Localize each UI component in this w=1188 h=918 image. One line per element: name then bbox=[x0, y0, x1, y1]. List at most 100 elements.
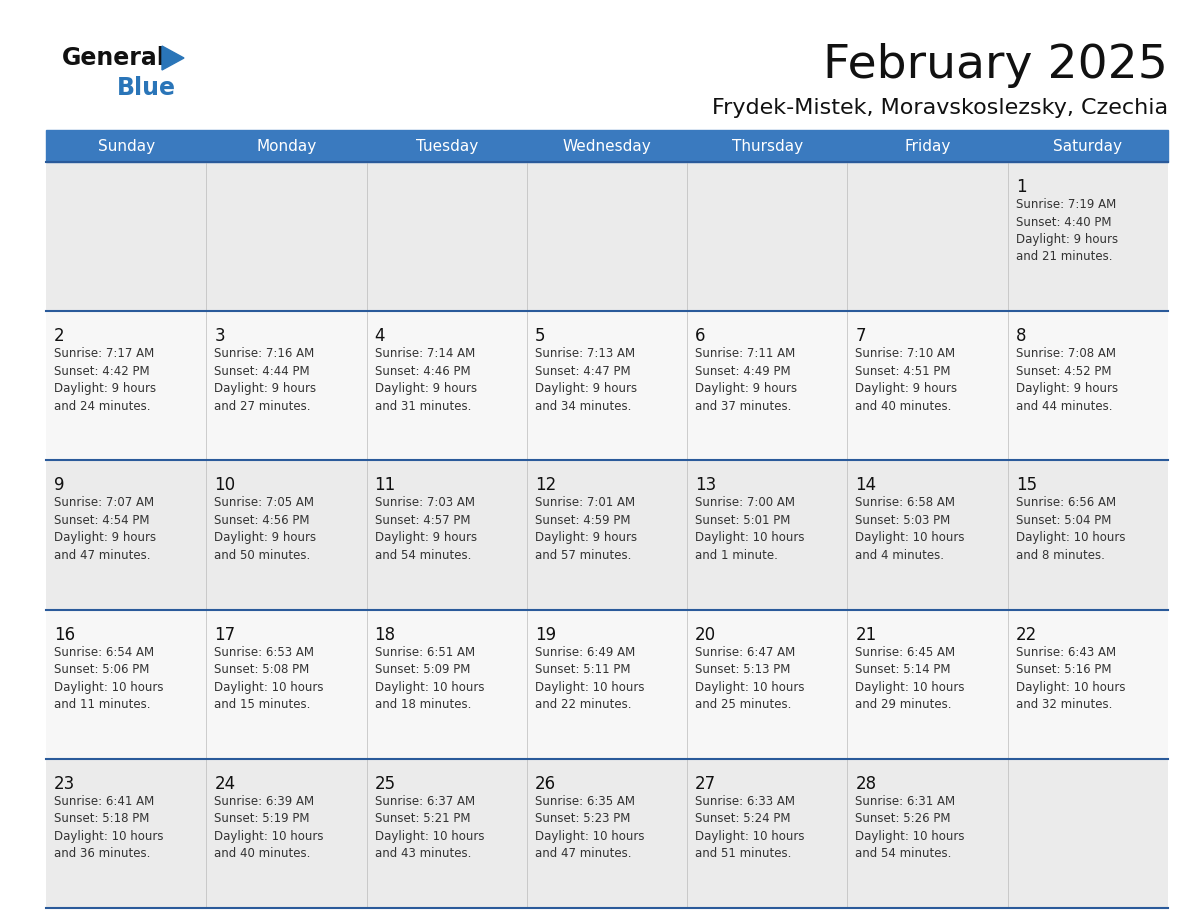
Text: Sunrise: 7:16 AM: Sunrise: 7:16 AM bbox=[214, 347, 315, 360]
Text: Daylight: 10 hours: Daylight: 10 hours bbox=[855, 532, 965, 544]
Text: Sunrise: 7:08 AM: Sunrise: 7:08 AM bbox=[1016, 347, 1116, 360]
Text: Daylight: 9 hours: Daylight: 9 hours bbox=[214, 382, 316, 396]
Text: Wednesday: Wednesday bbox=[563, 139, 651, 153]
Polygon shape bbox=[162, 46, 184, 70]
Text: Sunrise: 7:19 AM: Sunrise: 7:19 AM bbox=[1016, 198, 1116, 211]
Bar bbox=[847, 311, 1007, 461]
Text: 18: 18 bbox=[374, 625, 396, 644]
Bar bbox=[367, 461, 526, 610]
Text: 27: 27 bbox=[695, 775, 716, 793]
Text: Sunset: 5:13 PM: Sunset: 5:13 PM bbox=[695, 663, 790, 676]
Text: Sunset: 4:52 PM: Sunset: 4:52 PM bbox=[1016, 364, 1111, 377]
Text: Sunset: 4:54 PM: Sunset: 4:54 PM bbox=[53, 514, 150, 527]
Bar bbox=[46, 162, 207, 311]
Text: Daylight: 10 hours: Daylight: 10 hours bbox=[374, 680, 484, 694]
Text: Sunrise: 6:47 AM: Sunrise: 6:47 AM bbox=[695, 645, 796, 658]
Bar bbox=[207, 311, 367, 461]
Text: and 31 minutes.: and 31 minutes. bbox=[374, 399, 470, 413]
Text: Sunset: 4:56 PM: Sunset: 4:56 PM bbox=[214, 514, 310, 527]
Text: Sunrise: 7:13 AM: Sunrise: 7:13 AM bbox=[535, 347, 634, 360]
Text: 22: 22 bbox=[1016, 625, 1037, 644]
Text: and 50 minutes.: and 50 minutes. bbox=[214, 549, 310, 562]
Bar bbox=[687, 461, 847, 610]
Text: and 40 minutes.: and 40 minutes. bbox=[214, 847, 310, 860]
Text: and 47 minutes.: and 47 minutes. bbox=[535, 847, 631, 860]
Text: Sunset: 4:57 PM: Sunset: 4:57 PM bbox=[374, 514, 470, 527]
Text: and 15 minutes.: and 15 minutes. bbox=[214, 698, 310, 711]
Text: Sunrise: 7:07 AM: Sunrise: 7:07 AM bbox=[53, 497, 154, 509]
Bar bbox=[367, 610, 526, 759]
Text: 15: 15 bbox=[1016, 476, 1037, 495]
Text: Daylight: 10 hours: Daylight: 10 hours bbox=[695, 830, 804, 843]
Bar bbox=[687, 610, 847, 759]
Text: Sunrise: 6:58 AM: Sunrise: 6:58 AM bbox=[855, 497, 955, 509]
Bar bbox=[1007, 759, 1168, 908]
Text: and 22 minutes.: and 22 minutes. bbox=[535, 698, 631, 711]
Text: Sunrise: 6:45 AM: Sunrise: 6:45 AM bbox=[855, 645, 955, 658]
Text: Daylight: 10 hours: Daylight: 10 hours bbox=[535, 830, 644, 843]
Text: Daylight: 10 hours: Daylight: 10 hours bbox=[53, 830, 164, 843]
Text: Daylight: 9 hours: Daylight: 9 hours bbox=[535, 382, 637, 396]
Text: 19: 19 bbox=[535, 625, 556, 644]
Text: Sunset: 4:47 PM: Sunset: 4:47 PM bbox=[535, 364, 631, 377]
Text: 7: 7 bbox=[855, 327, 866, 345]
Text: and 4 minutes.: and 4 minutes. bbox=[855, 549, 944, 562]
Bar bbox=[526, 759, 687, 908]
Bar bbox=[687, 759, 847, 908]
Bar bbox=[207, 759, 367, 908]
Text: 11: 11 bbox=[374, 476, 396, 495]
Text: Sunset: 4:49 PM: Sunset: 4:49 PM bbox=[695, 364, 791, 377]
Text: Sunset: 4:51 PM: Sunset: 4:51 PM bbox=[855, 364, 950, 377]
Text: Sunrise: 7:01 AM: Sunrise: 7:01 AM bbox=[535, 497, 634, 509]
Text: Sunrise: 6:37 AM: Sunrise: 6:37 AM bbox=[374, 795, 475, 808]
Text: and 54 minutes.: and 54 minutes. bbox=[855, 847, 952, 860]
Bar bbox=[847, 461, 1007, 610]
Text: Sunrise: 6:49 AM: Sunrise: 6:49 AM bbox=[535, 645, 636, 658]
Text: Daylight: 9 hours: Daylight: 9 hours bbox=[214, 532, 316, 544]
Text: 4: 4 bbox=[374, 327, 385, 345]
Text: 13: 13 bbox=[695, 476, 716, 495]
Text: Sunrise: 7:00 AM: Sunrise: 7:00 AM bbox=[695, 497, 795, 509]
Bar bbox=[847, 759, 1007, 908]
Text: Sunrise: 6:54 AM: Sunrise: 6:54 AM bbox=[53, 645, 154, 658]
Bar bbox=[367, 311, 526, 461]
Text: Daylight: 9 hours: Daylight: 9 hours bbox=[855, 382, 958, 396]
Text: and 51 minutes.: and 51 minutes. bbox=[695, 847, 791, 860]
Text: Daylight: 10 hours: Daylight: 10 hours bbox=[1016, 680, 1125, 694]
Text: Daylight: 9 hours: Daylight: 9 hours bbox=[374, 382, 476, 396]
Bar bbox=[1007, 461, 1168, 610]
Text: 17: 17 bbox=[214, 625, 235, 644]
Text: 25: 25 bbox=[374, 775, 396, 793]
Text: Sunrise: 7:14 AM: Sunrise: 7:14 AM bbox=[374, 347, 475, 360]
Text: Sunday: Sunday bbox=[97, 139, 154, 153]
Bar bbox=[46, 311, 207, 461]
Text: Frydek-Mistek, Moravskoslezsky, Czechia: Frydek-Mistek, Moravskoslezsky, Czechia bbox=[712, 98, 1168, 118]
Text: and 47 minutes.: and 47 minutes. bbox=[53, 549, 151, 562]
Text: 28: 28 bbox=[855, 775, 877, 793]
Text: 5: 5 bbox=[535, 327, 545, 345]
Text: 2: 2 bbox=[53, 327, 64, 345]
Text: Sunrise: 6:31 AM: Sunrise: 6:31 AM bbox=[855, 795, 955, 808]
Text: Sunrise: 7:11 AM: Sunrise: 7:11 AM bbox=[695, 347, 796, 360]
Text: Daylight: 9 hours: Daylight: 9 hours bbox=[374, 532, 476, 544]
Bar bbox=[526, 311, 687, 461]
Text: Sunset: 5:09 PM: Sunset: 5:09 PM bbox=[374, 663, 470, 676]
Text: Sunrise: 6:51 AM: Sunrise: 6:51 AM bbox=[374, 645, 475, 658]
Bar bbox=[687, 311, 847, 461]
Text: Sunset: 5:24 PM: Sunset: 5:24 PM bbox=[695, 812, 791, 825]
Text: Sunset: 5:23 PM: Sunset: 5:23 PM bbox=[535, 812, 630, 825]
Text: 23: 23 bbox=[53, 775, 75, 793]
Text: Sunrise: 6:41 AM: Sunrise: 6:41 AM bbox=[53, 795, 154, 808]
Text: Sunset: 4:42 PM: Sunset: 4:42 PM bbox=[53, 364, 150, 377]
Text: Daylight: 9 hours: Daylight: 9 hours bbox=[53, 382, 156, 396]
Text: and 8 minutes.: and 8 minutes. bbox=[1016, 549, 1105, 562]
Text: Sunrise: 6:43 AM: Sunrise: 6:43 AM bbox=[1016, 645, 1116, 658]
Text: Sunrise: 7:10 AM: Sunrise: 7:10 AM bbox=[855, 347, 955, 360]
Text: Sunset: 5:26 PM: Sunset: 5:26 PM bbox=[855, 812, 950, 825]
Text: Daylight: 10 hours: Daylight: 10 hours bbox=[855, 830, 965, 843]
Text: Sunset: 5:03 PM: Sunset: 5:03 PM bbox=[855, 514, 950, 527]
Bar bbox=[207, 461, 367, 610]
Text: 6: 6 bbox=[695, 327, 706, 345]
Text: Sunrise: 7:05 AM: Sunrise: 7:05 AM bbox=[214, 497, 315, 509]
Bar bbox=[1007, 610, 1168, 759]
